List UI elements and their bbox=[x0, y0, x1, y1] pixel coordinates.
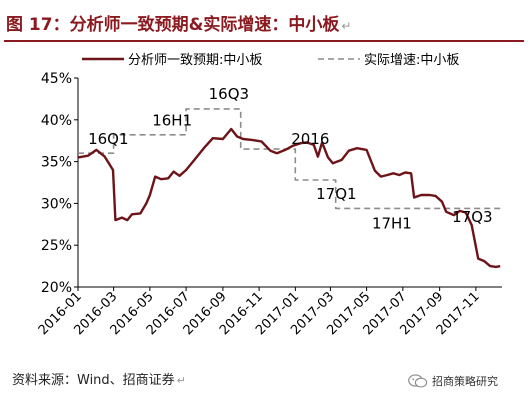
y-tick-label: 20% bbox=[41, 280, 72, 296]
y-tick-label: 40% bbox=[41, 113, 72, 129]
line-chart: 分析师一致预期:中小板 实际增速:中小板 20% 25% 30% 35% 40% 45% 2… bbox=[36, 53, 502, 338]
return-mark-icon: ↵ bbox=[341, 19, 352, 33]
annotation-17q1: 17Q1 bbox=[316, 185, 356, 203]
figure-title-text: 图 17：分析师一致预期&实际增速：中小板 bbox=[6, 15, 340, 35]
watermark-text: 招商策略研究 bbox=[432, 375, 498, 388]
y-tick-label: 30% bbox=[41, 196, 72, 212]
legend: 分析师一致预期:中小板 实际增速:中小板 bbox=[82, 53, 459, 68]
y-tick-label: 35% bbox=[41, 155, 72, 171]
source-note: 资料来源：Wind、招商证券 ↵ bbox=[12, 369, 186, 388]
y-axis: 20% 25% 30% 35% 40% 45% bbox=[41, 71, 79, 296]
wechat-icon bbox=[408, 374, 428, 388]
annotation-16q1: 16Q1 bbox=[88, 130, 128, 148]
annotation-17h1: 17H1 bbox=[372, 214, 412, 232]
series-line-actual bbox=[78, 108, 502, 210]
x-axis: 2016-012016-032016-052016-072016-092016-… bbox=[36, 286, 502, 338]
annotation-2016: 2016 bbox=[291, 130, 329, 148]
y-tick-label: 45% bbox=[41, 71, 72, 87]
source-text: 资料来源：Wind、招商证券 bbox=[12, 373, 175, 388]
y-tick-label: 25% bbox=[41, 238, 72, 254]
annotation-layer: 16Q1 16H1 16Q3 2016 17Q1 17H1 17Q3 bbox=[88, 85, 492, 233]
series-layer bbox=[77, 108, 502, 269]
figure-title: 图 17：分析师一致预期&实际增速：中小板 ↵ bbox=[6, 10, 351, 35]
series-line-forecast bbox=[77, 127, 501, 269]
annotation-16h1: 16H1 bbox=[152, 112, 192, 130]
watermark: 招商策略研究 bbox=[408, 373, 498, 389]
legend-label-actual: 实际增速:中小板 bbox=[364, 53, 459, 68]
annotation-16q3: 16Q3 bbox=[209, 85, 249, 103]
title-divider bbox=[4, 40, 524, 42]
return-mark-icon: ↵ bbox=[176, 374, 186, 387]
legend-label-forecast: 分析师一致预期:中小板 bbox=[128, 53, 262, 68]
annotation-17q3: 17Q3 bbox=[452, 208, 492, 226]
